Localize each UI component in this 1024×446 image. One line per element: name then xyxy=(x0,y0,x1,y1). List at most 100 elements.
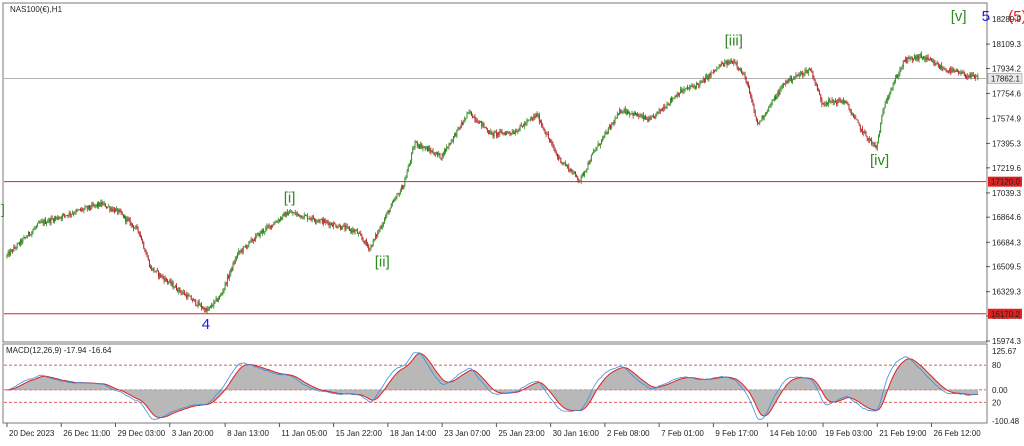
candle xyxy=(437,151,439,158)
candle xyxy=(248,241,250,248)
candle xyxy=(408,163,410,167)
candle xyxy=(255,232,257,243)
candle xyxy=(380,224,382,230)
candle xyxy=(607,126,609,135)
candle xyxy=(455,132,457,137)
candle xyxy=(566,163,567,167)
candle xyxy=(186,291,188,300)
candle xyxy=(776,93,778,100)
candle xyxy=(594,149,596,153)
candle xyxy=(710,70,712,79)
candle xyxy=(74,211,76,215)
candle xyxy=(816,83,818,91)
candle xyxy=(108,203,110,208)
candle xyxy=(247,244,249,250)
candle xyxy=(22,237,24,245)
symbol-title: NAS100(€),H1 xyxy=(10,5,63,14)
candle xyxy=(923,55,925,60)
time-tick-label: 8 Jan 13:00 xyxy=(227,429,269,438)
candle xyxy=(429,145,431,154)
candle xyxy=(280,216,281,222)
candle xyxy=(680,86,682,94)
macd-panel[interactable] xyxy=(4,352,986,420)
candle xyxy=(589,159,591,165)
candle xyxy=(299,214,301,218)
candle xyxy=(403,184,405,190)
candle xyxy=(504,131,506,136)
candle xyxy=(404,176,406,188)
candle xyxy=(909,56,911,62)
candle xyxy=(451,138,453,143)
candle xyxy=(915,54,917,61)
price-panel[interactable]: 4[i][ii][iii][iv][v]5(5)[5] xyxy=(4,8,1024,333)
candle xyxy=(532,117,534,122)
candle xyxy=(442,151,444,159)
candle xyxy=(610,124,611,131)
candle xyxy=(884,100,886,109)
candle xyxy=(563,161,565,165)
candle xyxy=(245,244,246,248)
candle xyxy=(252,238,254,244)
candle xyxy=(519,124,521,132)
candle xyxy=(205,307,207,313)
candle xyxy=(335,223,337,228)
candle xyxy=(344,222,346,232)
candle xyxy=(614,115,616,125)
candle xyxy=(743,72,745,75)
candle xyxy=(38,220,40,224)
candle xyxy=(889,91,891,99)
candle xyxy=(111,205,113,213)
candle xyxy=(691,83,693,87)
candle xyxy=(828,96,830,108)
time-tick-label: 26 Feb 12:00 xyxy=(934,429,982,438)
candle xyxy=(552,141,554,148)
macd-panel-frame xyxy=(2,343,988,424)
candle xyxy=(473,115,475,119)
candle xyxy=(638,113,640,120)
candle xyxy=(55,215,57,222)
candle xyxy=(13,244,15,252)
candle xyxy=(925,55,927,63)
candlesticks[interactable] xyxy=(6,51,979,314)
candle xyxy=(778,88,780,97)
candle xyxy=(540,119,541,123)
candle xyxy=(320,218,322,221)
candle xyxy=(515,128,517,136)
candle xyxy=(922,56,923,61)
candle xyxy=(814,79,816,87)
candle xyxy=(6,253,8,259)
price-tick-label: 17039.3 xyxy=(992,189,1021,198)
candle xyxy=(360,230,362,236)
candle xyxy=(712,69,714,75)
candle xyxy=(720,60,722,67)
candle xyxy=(493,130,495,139)
candle xyxy=(200,302,202,311)
candle xyxy=(347,226,349,230)
candle xyxy=(847,101,849,106)
candle xyxy=(715,69,717,72)
candle xyxy=(241,248,243,255)
candle xyxy=(495,129,497,139)
candle xyxy=(693,83,695,90)
candle xyxy=(384,217,385,224)
candle xyxy=(686,84,688,91)
wave-label-3: [ii] xyxy=(375,254,390,271)
candle xyxy=(198,299,200,306)
candle xyxy=(147,255,149,261)
candle xyxy=(117,207,119,216)
candle xyxy=(482,121,484,128)
wave-label-2: [i] xyxy=(284,190,296,207)
candle xyxy=(386,211,388,219)
candle xyxy=(618,112,619,116)
time-tick-label: 11 Jan 05:00 xyxy=(281,429,327,438)
candle xyxy=(768,106,770,112)
current-price-tag: 17862.1 xyxy=(987,73,1023,84)
candle xyxy=(821,97,823,108)
candle xyxy=(830,100,832,105)
candle xyxy=(190,294,192,301)
candle xyxy=(528,119,530,121)
candle xyxy=(972,71,974,77)
candle xyxy=(385,214,387,221)
